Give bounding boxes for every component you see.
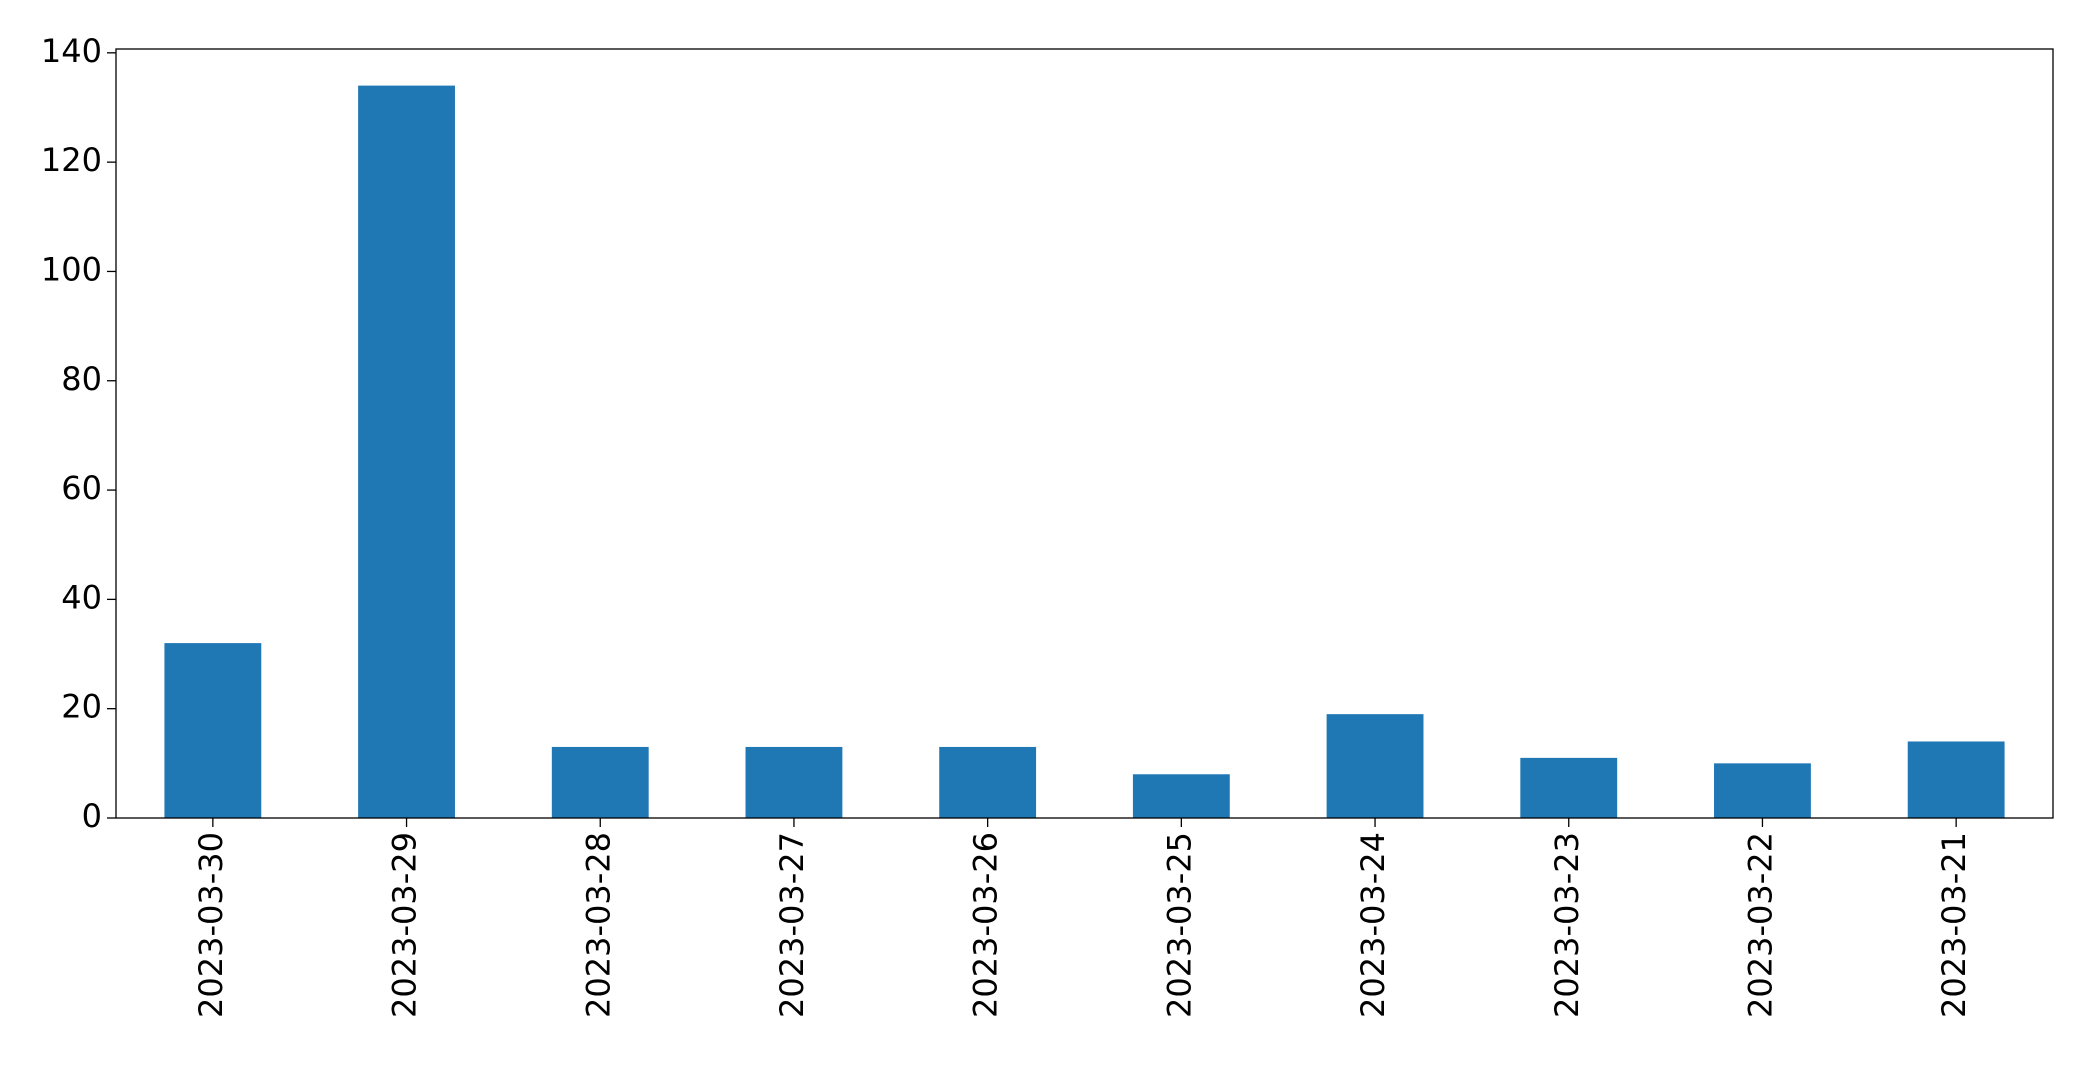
y-tick-label: 100 [41,250,102,288]
bar [358,85,455,819]
x-tick-label: 2023-03-21 [1935,832,1973,1018]
x-tick-label: 2023-03-23 [1548,832,1586,1018]
bar [745,746,843,818]
y-tick-label: 60 [61,469,102,507]
x-tick-label: 2023-03-29 [386,832,424,1018]
y-tick-label: 140 [41,32,102,70]
bar [164,643,262,818]
x-tick-label: 2023-03-28 [579,832,617,1018]
bar [551,746,649,818]
x-tick-label: 2023-03-27 [773,832,811,1018]
bar [1714,763,1811,818]
x-tick-label: 2023-03-30 [192,832,230,1018]
bar [1132,774,1230,818]
y-tick-label: 0 [82,797,102,835]
y-tick-label: 20 [61,688,102,726]
y-tick-label: 120 [41,141,102,179]
plot-frame [115,48,2054,819]
y-tick-label: 80 [61,360,102,398]
bar [1520,757,1618,818]
bar [1907,741,2005,818]
x-tick-label: 2023-03-22 [1741,832,1779,1018]
bar [939,746,1037,818]
x-tick-label: 2023-03-26 [967,832,1005,1018]
y-tick-label: 40 [61,578,102,616]
x-tick-label: 2023-03-25 [1160,832,1198,1018]
x-tick-label: 2023-03-24 [1354,832,1392,1018]
bar [1326,714,1424,818]
